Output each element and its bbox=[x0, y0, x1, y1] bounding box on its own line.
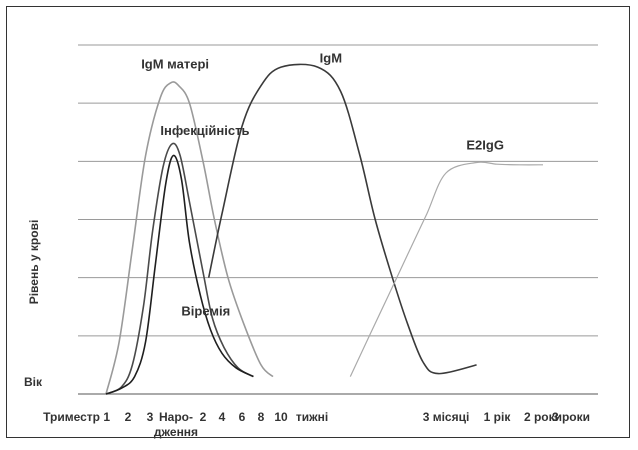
y-axis-label: Рівень у крові bbox=[27, 220, 41, 305]
x-tick-label-2: 3 bbox=[147, 410, 154, 424]
curve-label-4: Віремія bbox=[181, 303, 230, 318]
x-tick-label-4: 2 bbox=[200, 410, 207, 424]
x-tick-label-1: 2 bbox=[125, 410, 132, 424]
series-lines bbox=[105, 63, 544, 395]
curve-labels: IgM матері Інфекційність IgM E2IgG Віремія bbox=[141, 50, 504, 318]
series-line-4 bbox=[349, 161, 544, 377]
gridlines bbox=[78, 44, 598, 395]
x-tick-label-3-line2: дження bbox=[154, 425, 198, 439]
series-line-3 bbox=[207, 63, 477, 375]
x-tick-label-11: 1 рік bbox=[484, 410, 512, 424]
x-tick-label-9: тижні bbox=[296, 410, 328, 424]
series-line-2 bbox=[105, 154, 254, 395]
series-line-0 bbox=[105, 81, 274, 395]
x-tick-label-0: Триместр 1 bbox=[43, 410, 110, 424]
x-tick-label-13: 3 роки bbox=[552, 410, 590, 424]
curve-label-3: E2IgG bbox=[466, 138, 504, 153]
curve-label-2: IgM bbox=[320, 50, 342, 65]
x-tick-label-3: Наро- bbox=[159, 410, 193, 424]
x-tick-label-12: 2 роки bbox=[524, 410, 562, 424]
curve-label-0: IgM матері bbox=[141, 56, 209, 71]
curve-label-1: Інфекційність bbox=[160, 123, 249, 138]
x-tick-label-8: 10 bbox=[274, 410, 288, 424]
series-line-1 bbox=[105, 142, 254, 395]
figure-frame bbox=[6, 6, 630, 438]
x-tick-label-7: 8 bbox=[258, 410, 265, 424]
x-tick-label-6: 6 bbox=[239, 410, 246, 424]
x-tick-label-5: 4 bbox=[219, 410, 226, 424]
x-tick-label-10: 3 місяці bbox=[423, 410, 470, 424]
age-label: Вік bbox=[24, 375, 43, 389]
